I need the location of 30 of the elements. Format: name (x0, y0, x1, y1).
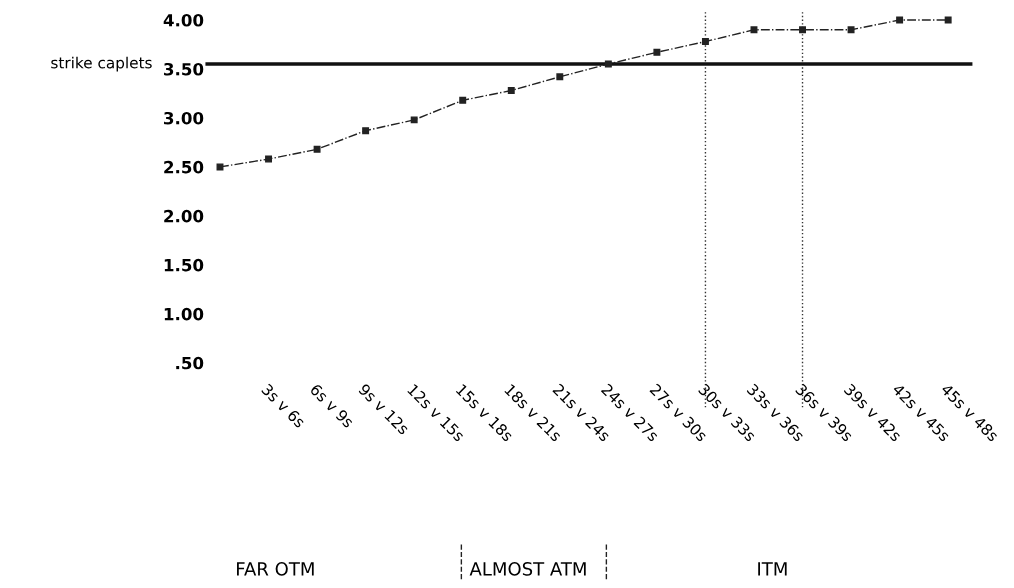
point (604, 60, 612, 68)
y-tick-label: 1.50 (164, 258, 204, 272)
point (362, 127, 370, 135)
point (507, 87, 515, 94)
text: ITM (758, 562, 787, 576)
ref-line-label: strike caplets (51, 56, 152, 72)
point (459, 96, 467, 104)
point (847, 26, 855, 34)
point (944, 16, 952, 24)
point (750, 26, 758, 34)
y-tick-label: .50 (176, 356, 204, 370)
x-tick-label: 6s v 9s (309, 383, 355, 429)
x-tick-label: 3s v 6s (261, 383, 307, 429)
point (701, 38, 709, 46)
y-tick-label: 2.00 (164, 209, 204, 223)
y-tick-label: 1.00 (164, 307, 204, 321)
point (799, 26, 806, 34)
y-tick-label: 3.50 (164, 62, 204, 76)
point (216, 163, 224, 171)
point (265, 155, 273, 163)
point (896, 16, 904, 24)
point (556, 73, 564, 81)
y-tick-label: 3.00 (164, 111, 204, 125)
point (410, 116, 418, 124)
text: FAR OTM (237, 562, 314, 576)
point (313, 145, 321, 153)
point (653, 48, 661, 56)
text: ALMOST ATM (469, 562, 586, 576)
y-tick-label: 4.00 (163, 13, 204, 27)
y-tick-label: 2.50 (164, 160, 204, 174)
